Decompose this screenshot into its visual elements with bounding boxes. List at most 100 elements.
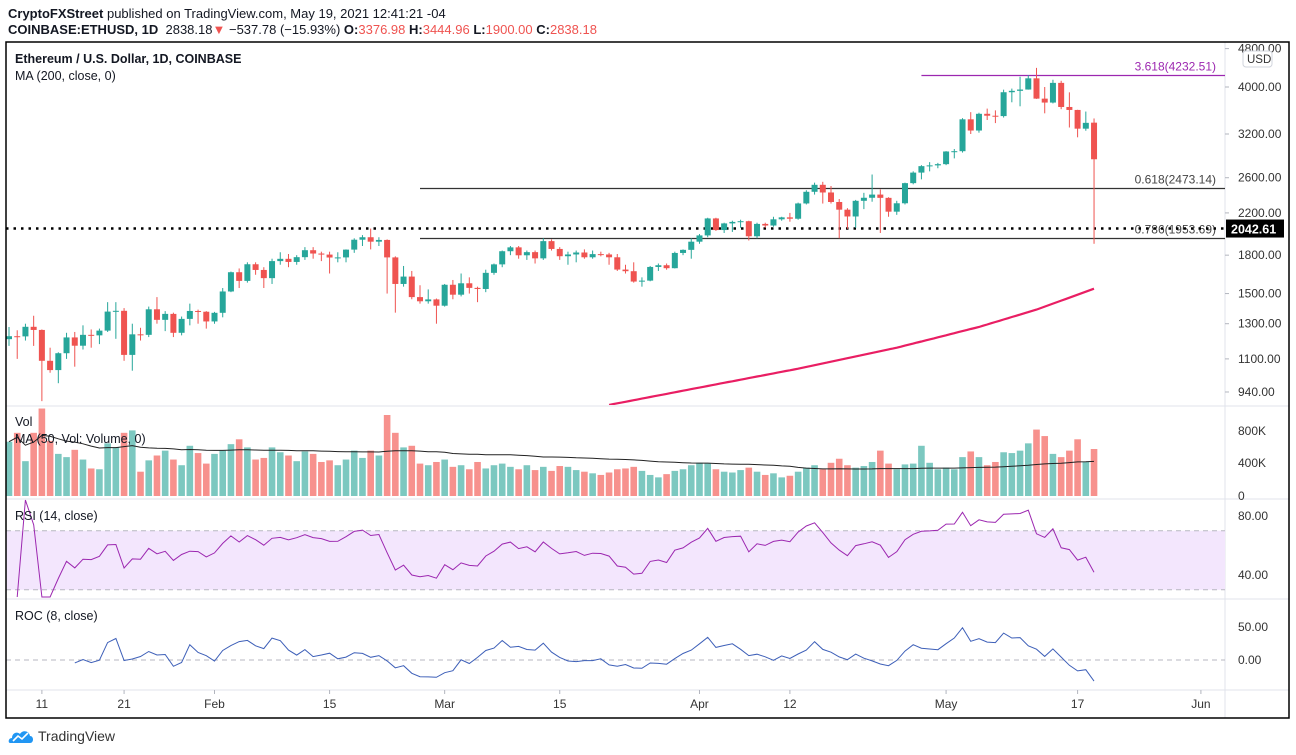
volume-bar[interactable] (613, 469, 621, 496)
volume-legend[interactable]: Vol (15, 415, 33, 429)
volume-bar[interactable] (1057, 457, 1065, 496)
candle[interactable] (490, 263, 497, 275)
ma200-legend[interactable]: MA (200, close, 0) (15, 69, 116, 83)
volume-bar[interactable] (474, 461, 481, 496)
volume-bar[interactable] (1041, 436, 1049, 496)
candle[interactable] (721, 222, 728, 233)
candle[interactable] (129, 323, 136, 371)
volume-bar[interactable] (893, 469, 901, 496)
volume-bar[interactable] (770, 473, 777, 496)
volume-bar[interactable] (622, 468, 629, 496)
volume-bar[interactable] (350, 450, 358, 496)
candle[interactable] (762, 222, 769, 228)
volume-bar[interactable] (926, 462, 933, 496)
candle[interactable] (384, 239, 391, 294)
candle[interactable] (449, 279, 456, 300)
candle[interactable] (901, 182, 908, 205)
volume-bar[interactable] (868, 461, 876, 496)
volume-bar[interactable] (202, 463, 210, 496)
volume-bar[interactable] (260, 457, 268, 496)
volume-bar[interactable] (482, 468, 490, 496)
volume-bar[interactable] (531, 470, 539, 496)
candle[interactable] (145, 306, 152, 338)
candle[interactable] (893, 200, 900, 215)
candle[interactable] (828, 185, 834, 204)
candle[interactable] (852, 199, 859, 228)
volume-bar[interactable] (285, 455, 292, 497)
candle[interactable] (1017, 76, 1024, 107)
volume-bar[interactable] (1066, 450, 1073, 496)
volume-bar[interactable] (96, 469, 103, 496)
volume-bar[interactable] (408, 445, 416, 496)
candle[interactable] (680, 249, 687, 256)
candle[interactable] (22, 323, 29, 341)
volume-bar[interactable] (145, 460, 153, 496)
candle[interactable] (38, 329, 45, 402)
candle[interactable] (1041, 87, 1048, 114)
candle[interactable] (417, 285, 423, 304)
volume-bar[interactable] (79, 459, 87, 496)
candle[interactable] (408, 270, 415, 300)
volume-bar[interactable] (934, 469, 942, 496)
candle[interactable] (375, 237, 382, 247)
volume-bar[interactable] (975, 457, 983, 496)
candle[interactable] (425, 289, 432, 304)
candle[interactable] (260, 267, 267, 289)
volume-bar[interactable] (1090, 449, 1098, 496)
candle[interactable] (984, 108, 991, 120)
candle[interactable] (203, 311, 210, 329)
candle[interactable] (14, 330, 21, 359)
volume-bar[interactable] (424, 465, 432, 496)
volume-bar[interactable] (967, 451, 975, 496)
candle[interactable] (112, 302, 119, 339)
candle[interactable] (79, 325, 86, 350)
volume-bar[interactable] (581, 471, 588, 496)
candle[interactable] (433, 298, 440, 324)
volume-bar[interactable] (170, 459, 177, 496)
candle[interactable] (236, 268, 243, 289)
candle[interactable] (441, 283, 448, 307)
candle[interactable] (647, 265, 654, 282)
candle[interactable] (770, 216, 777, 227)
candle[interactable] (606, 252, 613, 265)
volume-bar[interactable] (211, 453, 218, 496)
volume-bar[interactable] (745, 467, 753, 496)
volume-bar[interactable] (293, 461, 300, 496)
volume-bar[interactable] (638, 470, 646, 496)
volume-bar[interactable] (375, 455, 383, 497)
volume-bar[interactable] (844, 465, 851, 496)
volume-bar[interactable] (540, 466, 547, 496)
currency-badge[interactable] (1242, 50, 1273, 68)
volume-bar[interactable] (219, 450, 227, 496)
candle[interactable] (359, 235, 366, 247)
volume-bar[interactable] (466, 469, 473, 496)
volume-bar[interactable] (1016, 450, 1024, 496)
candle[interactable] (803, 190, 810, 205)
volume-bar[interactable] (449, 466, 457, 496)
volume-bar[interactable] (38, 408, 46, 496)
volume-bar[interactable] (852, 467, 859, 496)
candle[interactable] (836, 199, 843, 239)
candle[interactable] (975, 112, 982, 133)
candle[interactable] (630, 262, 637, 283)
candle[interactable] (671, 251, 678, 269)
volume-bar[interactable] (564, 466, 572, 496)
candle[interactable] (326, 251, 333, 274)
volume-bar[interactable] (687, 465, 695, 496)
candle[interactable] (1091, 118, 1098, 244)
volume-bar[interactable] (1074, 439, 1081, 496)
volume-bar[interactable] (1033, 429, 1040, 496)
candle[interactable] (392, 256, 399, 313)
volume-bar[interactable] (819, 469, 827, 496)
rsi-legend[interactable]: RSI (14, close) (15, 509, 98, 523)
volume-bar[interactable] (392, 432, 399, 496)
candle[interactable] (737, 219, 744, 228)
candle[interactable] (844, 208, 851, 229)
candle[interactable] (532, 250, 539, 264)
candle[interactable] (573, 250, 580, 263)
volume-bar[interactable] (663, 474, 670, 496)
volume-bar[interactable] (334, 465, 342, 496)
candle[interactable] (548, 239, 555, 251)
candle[interactable] (219, 288, 226, 318)
volume-bar[interactable] (137, 471, 144, 496)
